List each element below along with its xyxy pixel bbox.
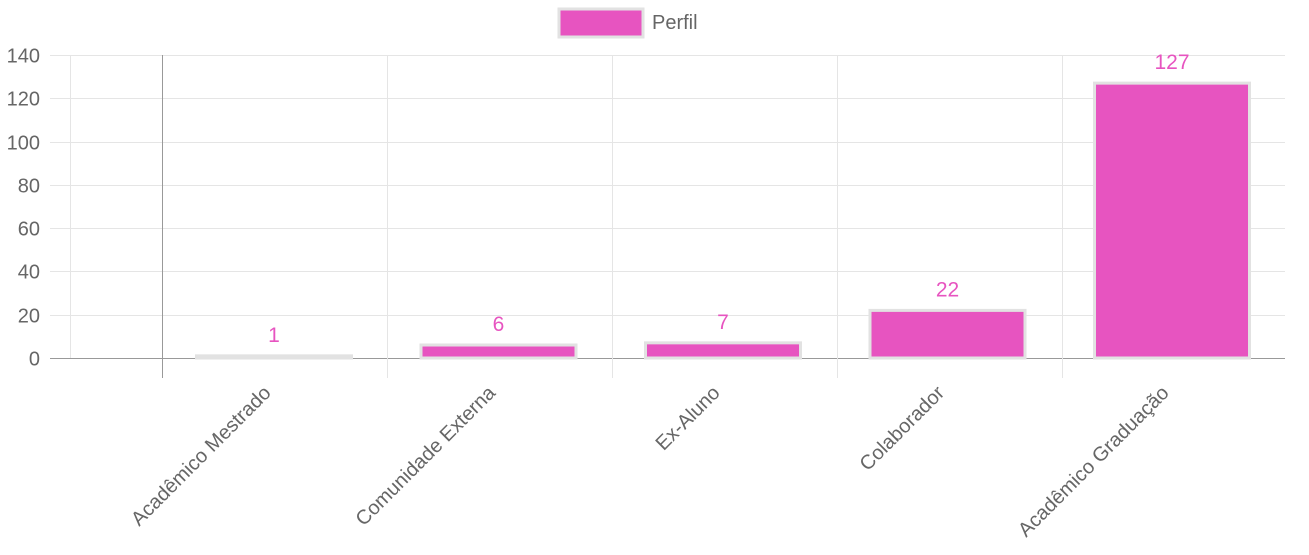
- bar[interactable]: [868, 308, 1027, 360]
- bars: [195, 81, 1251, 360]
- y-tick-label: 40: [18, 262, 40, 284]
- x-tick-label: Colaborador: [856, 382, 950, 476]
- data-label: 7: [717, 311, 729, 334]
- data-labels: 1 6 7 22 127: [268, 51, 1189, 347]
- grid: [50, 55, 1285, 378]
- y-tick-label: 120: [7, 89, 40, 111]
- data-label: 6: [493, 313, 505, 336]
- data-label: 22: [936, 278, 959, 301]
- bar[interactable]: [644, 341, 802, 360]
- x-tick-label: Comunidade Externa: [352, 381, 501, 530]
- y-tick-label: 140: [7, 46, 40, 68]
- y-tick-label: 100: [7, 133, 40, 155]
- legend-label: Perfil: [652, 12, 698, 34]
- legend[interactable]: Perfil: [557, 7, 698, 39]
- y-tick-label: 0: [29, 349, 40, 371]
- x-tick-label: Acadêmico Mestrado: [127, 382, 275, 530]
- bar[interactable]: [195, 354, 353, 360]
- data-label: 127: [1154, 51, 1189, 74]
- legend-swatch: [557, 7, 645, 39]
- bar[interactable]: [1093, 81, 1251, 360]
- y-tick-label: 60: [18, 219, 40, 241]
- data-label: 1: [268, 324, 280, 347]
- x-axis-labels: Acadêmico Mestrado Comunidade Externa Ex-A…: [127, 381, 1173, 541]
- y-tick-label: 20: [18, 306, 40, 328]
- bar[interactable]: [419, 343, 578, 360]
- y-tick-label: 80: [18, 176, 40, 198]
- x-tick-label: Ex-Aluno: [652, 382, 725, 455]
- y-axis-ticks: 0 20 40 60 80 100 120 140: [7, 46, 40, 371]
- x-tick-label: Acadêmico Graduação: [1014, 382, 1173, 541]
